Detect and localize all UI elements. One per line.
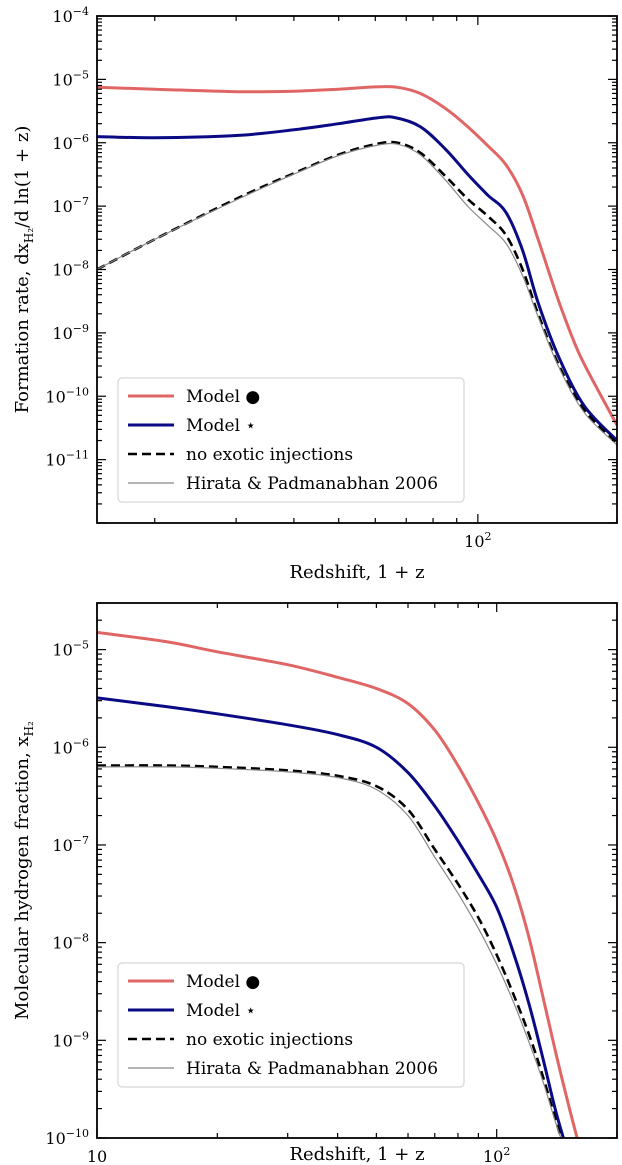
series-line-1 bbox=[97, 85, 617, 426]
legend: Model ● Model ⋆ no exotic injections Hirata… bbox=[117, 962, 465, 1088]
legend-box bbox=[117, 962, 465, 1088]
x-tick-label: 102 bbox=[483, 1145, 510, 1165]
y-axis-label: Molecular hydrogen fraction, xH₂ bbox=[12, 721, 36, 1020]
legend-label-1: Model ● bbox=[186, 387, 260, 407]
y-tick-label: 10−5 bbox=[52, 639, 89, 660]
y-tick-label: 10−9 bbox=[52, 322, 89, 343]
y-axis-label: Formation rate, dxH₂/d ln(1 + z) bbox=[12, 126, 36, 414]
series-line-3 bbox=[97, 140, 617, 445]
x-tick-label: 10 bbox=[87, 1147, 107, 1165]
series-line-2 bbox=[97, 115, 617, 442]
y-tick-label: 10−8 bbox=[52, 932, 89, 953]
y-tick-label: 10−10 bbox=[45, 385, 89, 406]
legend-label-4: Hirata & Padmanabhan 2006 bbox=[186, 474, 438, 494]
legend-label-2: Model ⋆ bbox=[186, 1001, 256, 1021]
y-tick-label: 10−4 bbox=[52, 5, 89, 26]
y-tick-label: 10−5 bbox=[52, 68, 89, 89]
chart-panel-2: 10−10 10−9 10−8 10−7 10−6 10−5 10 102 Redshift, … bbox=[12, 602, 618, 1165]
legend-label-3: no exotic injections bbox=[186, 1030, 353, 1050]
series-group bbox=[97, 630, 579, 1138]
plot-frame bbox=[96, 602, 618, 1139]
y-tick-label: 10−7 bbox=[52, 195, 89, 216]
series-group bbox=[97, 85, 617, 446]
legend-label-4: Hirata & Padmanabhan 2006 bbox=[186, 1059, 438, 1079]
y-tick-label: 10−10 bbox=[45, 1127, 89, 1148]
chart-panel-1: 10−11 10−10 10−9 10−8 10−7 10−6 10−5 10−4 102 Red… bbox=[12, 5, 618, 583]
y-tick-label: 10−6 bbox=[52, 736, 89, 757]
x-axis-label: Redshift, 1 + z bbox=[289, 562, 424, 583]
legend-label-3: no exotic injections bbox=[186, 445, 353, 465]
y-tick-label: 10−7 bbox=[52, 834, 89, 855]
y-tick-label: 10−6 bbox=[52, 132, 89, 153]
series-line-4 bbox=[97, 766, 562, 1138]
x-tick-label: 102 bbox=[464, 530, 491, 551]
legend-label-2: Model ⋆ bbox=[186, 416, 256, 436]
y-tick-label: 10−8 bbox=[52, 259, 89, 280]
y-tick-label: 10−11 bbox=[45, 449, 89, 470]
y-tick-label: 10−9 bbox=[52, 1029, 89, 1050]
series-line-1 bbox=[97, 630, 579, 1138]
series-line-4 bbox=[97, 142, 617, 446]
series-line-2 bbox=[97, 696, 565, 1138]
series-line-3 bbox=[97, 764, 563, 1138]
x-axis-label: Redshift, 1 + z bbox=[289, 1144, 424, 1165]
legend-label-1: Model ● bbox=[186, 972, 260, 992]
legend-box bbox=[117, 377, 465, 503]
legend: Model ● Model ⋆ no exotic injections Hirata… bbox=[117, 377, 465, 503]
